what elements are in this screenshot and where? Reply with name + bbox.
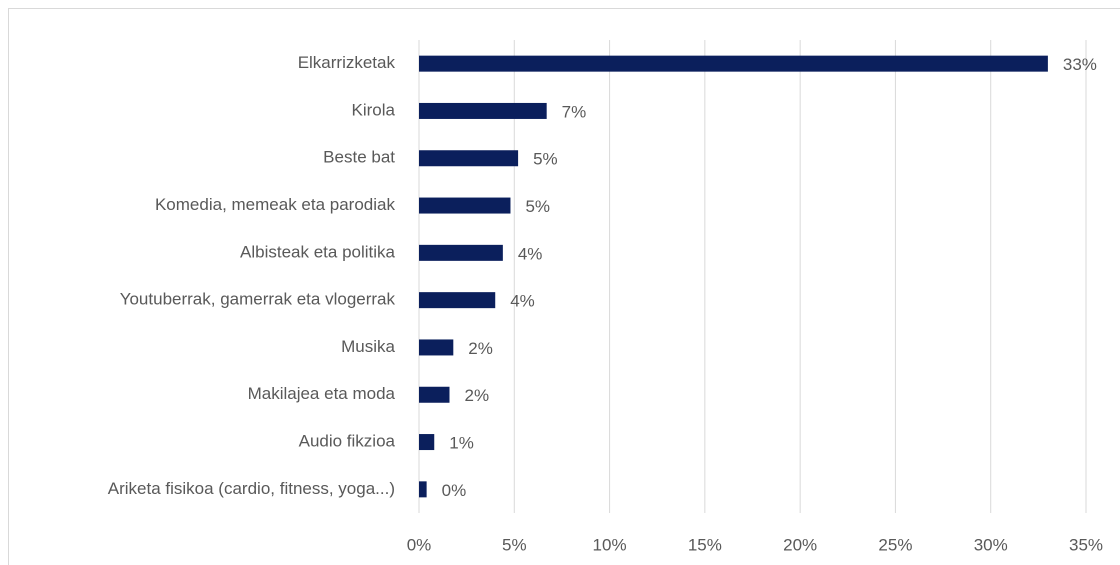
value-label: 4% (510, 292, 535, 311)
bar (419, 386, 450, 403)
bar (419, 244, 503, 261)
bar (419, 292, 496, 309)
y-tick-label: Musika (341, 337, 395, 356)
chart-border (8, 8, 1120, 565)
y-tick-label: Ariketa fisikoa (cardio, fitness, yoga..… (108, 479, 395, 498)
value-label: 2% (468, 339, 493, 358)
y-tick-label: Beste bat (323, 148, 395, 167)
y-tick-label: Elkarrizketak (298, 53, 396, 72)
value-label: 5% (525, 197, 550, 216)
x-tick-label: 0% (407, 535, 432, 554)
bar (419, 434, 435, 451)
y-tick-label: Audio fikzioa (299, 432, 396, 451)
value-label: 7% (562, 102, 587, 121)
bar (419, 55, 1048, 72)
y-tick-label: Makilajea eta moda (248, 384, 396, 403)
bar (419, 481, 427, 498)
value-label: 4% (518, 244, 543, 263)
bar (419, 150, 519, 167)
x-tick-label: 25% (878, 535, 912, 554)
y-tick-label: Kirola (352, 100, 396, 119)
x-tick-label: 15% (688, 535, 722, 554)
value-label: 1% (449, 434, 474, 453)
y-tick-label: Youtuberrak, gamerrak eta vlogerrak (120, 290, 396, 309)
value-label: 2% (464, 386, 489, 405)
x-tick-label: 20% (783, 535, 817, 554)
y-tick-label: Albisteak eta politika (240, 242, 396, 261)
bar (419, 102, 547, 119)
value-label: 0% (442, 481, 467, 500)
bar (419, 339, 454, 356)
x-tick-label: 30% (974, 535, 1008, 554)
x-tick-label: 10% (593, 535, 627, 554)
value-label: 5% (533, 150, 558, 169)
x-tick-label: 35% (1069, 535, 1103, 554)
x-tick-label: 5% (502, 535, 527, 554)
bar (419, 197, 511, 214)
y-tick-label: Komedia, memeak eta parodiak (155, 195, 396, 214)
value-label: 33% (1063, 55, 1097, 74)
